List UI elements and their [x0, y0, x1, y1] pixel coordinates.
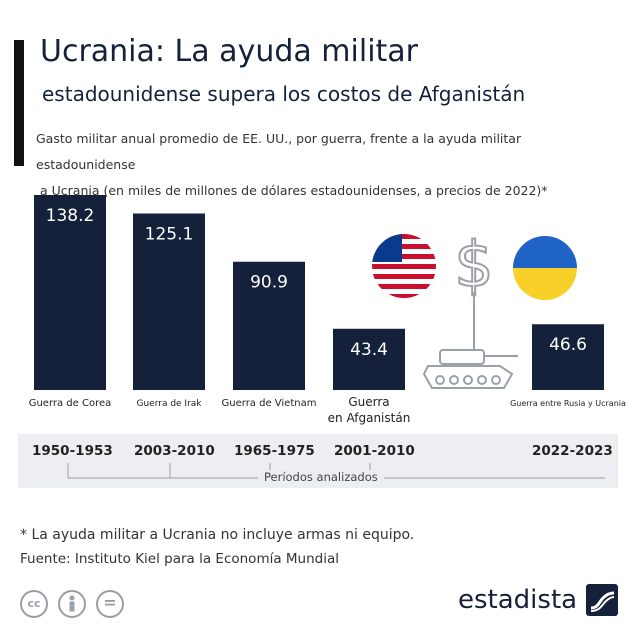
cc-license-icon: cc — [20, 590, 48, 618]
period-label-2: 1965-1975 — [234, 443, 315, 459]
category-label-4: Guerra entre Rusia y Ucrania — [510, 399, 626, 408]
bars-group: 138.2 Guerra de Corea 125.1 Guerra de Irak 9… — [29, 195, 626, 425]
chart-title: Ucrania: La ayuda militar — [40, 34, 419, 69]
us-flag-icon — [372, 234, 436, 298]
bar-value-label-2: 90.9 — [250, 273, 288, 293]
period-label-0: 1950-1953 — [32, 443, 113, 459]
bar-4 — [532, 324, 604, 390]
bar-value-label-0: 138.2 — [46, 206, 95, 226]
period-label-1: 2003-2010 — [134, 443, 215, 459]
chart-subtitle: Gasto militar anual promedio de EE. UU.,… — [36, 126, 616, 204]
bar-3 — [333, 328, 405, 390]
svg-text:$: $ — [454, 228, 493, 301]
period-label-3: 2001-2010 — [334, 443, 415, 459]
bar-value-label-4: 46.6 — [549, 335, 587, 355]
x-axis-label: Períodos analizados — [258, 470, 384, 484]
period-label-4: 2022-2023 — [532, 443, 613, 459]
bar-2 — [233, 261, 305, 390]
source: Fuente: Instituto Kiel para la Economía … — [20, 551, 340, 567]
ukraine-flag-icon — [513, 236, 577, 300]
footnote: * La ayuda militar a Ucrania no incluye … — [20, 527, 415, 543]
subtitle-line2: a Ucrania (en miles de millones de dólar… — [40, 183, 548, 198]
bar-0 — [34, 195, 106, 390]
chart-title-line2: estadounidense supera los costos de Afga… — [42, 82, 526, 106]
category-label-3: Guerra en Afganistán — [328, 395, 411, 425]
category-label-1: Guerra de Irak — [136, 399, 202, 409]
category-label-2: Guerra de Vietnam — [222, 398, 317, 409]
bar-1 — [133, 213, 205, 390]
dollar-sign-icon: $ — [453, 227, 495, 338]
brand-name: estadista — [458, 585, 578, 615]
brand-logo-icon — [586, 584, 618, 616]
no-derivatives-icon: = — [96, 590, 124, 618]
category-label-0: Guerra de Corea — [29, 398, 112, 409]
person-icon — [58, 590, 86, 618]
bar-value-label-3: 43.4 — [350, 340, 388, 360]
subtitle-line1: Gasto militar anual promedio de EE. UU.,… — [36, 131, 522, 172]
tank-icon — [422, 338, 518, 389]
title-accent-bar — [14, 40, 24, 166]
bar-value-label-1: 125.1 — [145, 224, 194, 244]
